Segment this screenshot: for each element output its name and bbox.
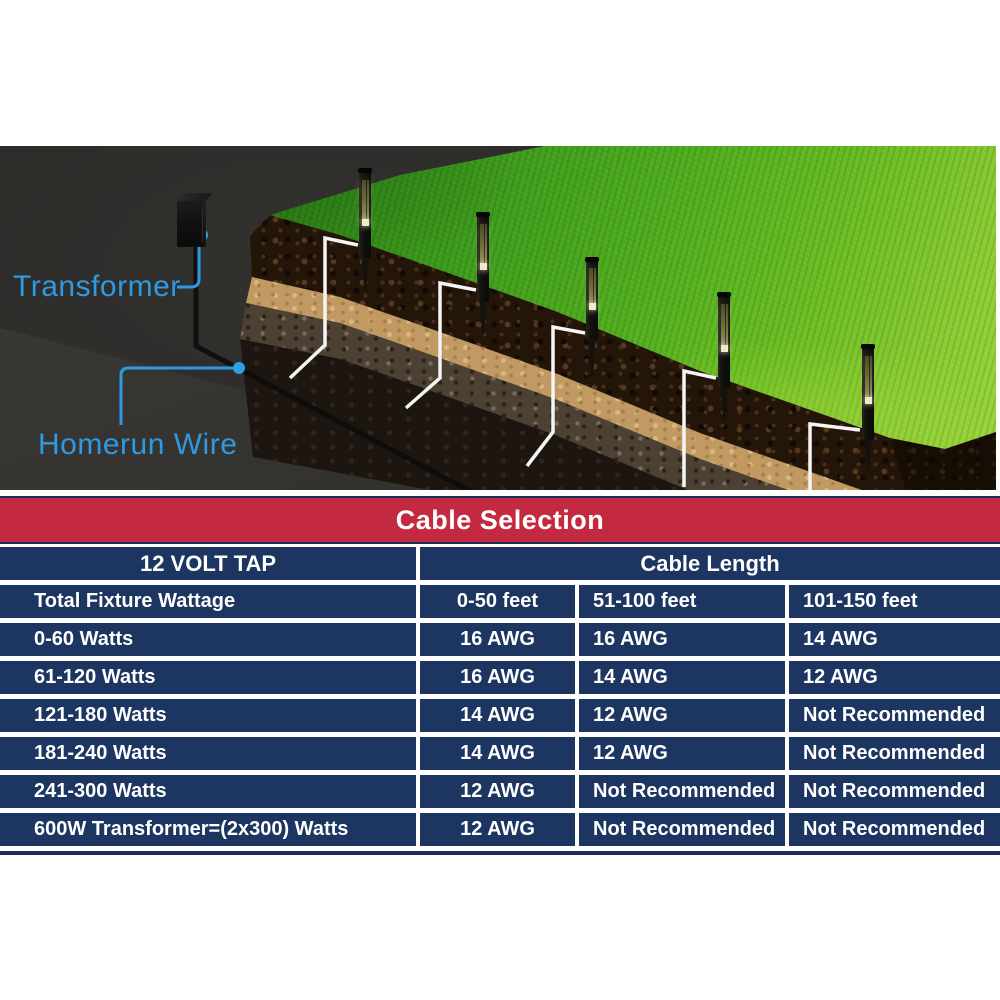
cable-selection-table: Cable Selection 12 VOLT TAP Cable Length… — [0, 496, 1000, 855]
table-cell: Not Recommended — [579, 775, 785, 808]
transformer-box — [177, 200, 206, 247]
wiring-overlay — [119, 229, 861, 490]
table-cell: 61-120 Watts — [0, 661, 416, 694]
table-cell: 241-300 Watts — [0, 775, 416, 808]
transformer-callout-line — [177, 240, 201, 289]
fixture-wire-3 — [525, 324, 586, 468]
homerun-callout-dot — [233, 362, 245, 374]
fixture-wire-4 — [682, 368, 717, 487]
table-cell: 16 AWG — [420, 623, 575, 656]
table-cell: Not Recommended — [789, 775, 1000, 808]
table-subheader-row: 12 VOLT TAP Cable Length — [0, 547, 1000, 580]
table-cell: 181-240 Watts — [0, 737, 416, 770]
table-cell: Not Recommended — [789, 813, 1000, 846]
installation-diagram: Transformer Homerun Wire — [0, 146, 996, 490]
transformer-label: Transformer — [13, 270, 181, 303]
fixture-wire-1 — [288, 235, 359, 380]
table-cell: 12 AWG — [420, 813, 575, 846]
table-cell: 14 AWG — [579, 661, 785, 694]
homerun-wire-label: Homerun Wire — [38, 428, 238, 461]
table-cell: Not Recommended — [789, 737, 1000, 770]
column-header-cell: 101-150 feet — [789, 585, 1000, 618]
column-header-cell: Total Fixture Wattage — [0, 585, 416, 618]
fixture-wire-2 — [404, 280, 477, 410]
table-top-border — [0, 496, 1000, 498]
homerun-wire-line — [193, 247, 472, 490]
table-bottom-border — [0, 851, 1000, 855]
table-cell: 14 AWG — [420, 737, 575, 770]
fixture-wire-5 — [808, 422, 861, 490]
column-header-cell: 51-100 feet — [579, 585, 785, 618]
table-cell: Not Recommended — [579, 813, 785, 846]
subheader-cable-length: Cable Length — [420, 547, 1000, 580]
table-cell: 0-60 Watts — [0, 623, 416, 656]
subheader-volt-tap: 12 VOLT TAP — [0, 547, 416, 580]
table-cell: Not Recommended — [789, 699, 1000, 732]
table-cell: 600W Transformer=(2x300) Watts — [0, 813, 416, 846]
table-title: Cable Selection — [0, 498, 1000, 544]
table-cell: 12 AWG — [789, 661, 1000, 694]
table-cell: 121-180 Watts — [0, 699, 416, 732]
homerun-callout-line — [119, 366, 233, 425]
table-cell: 12 AWG — [579, 737, 785, 770]
table-cell: 16 AWG — [579, 623, 785, 656]
table-cell: 12 AWG — [579, 699, 785, 732]
cable-table-body: Total Fixture Wattage 0-50 feet 51-100 fee… — [0, 585, 1000, 846]
table-cell: 12 AWG — [420, 775, 575, 808]
table-cell: 14 AWG — [420, 699, 575, 732]
table-cell: 14 AWG — [789, 623, 1000, 656]
table-cell: 16 AWG — [420, 661, 575, 694]
column-header-cell: 0-50 feet — [420, 585, 575, 618]
